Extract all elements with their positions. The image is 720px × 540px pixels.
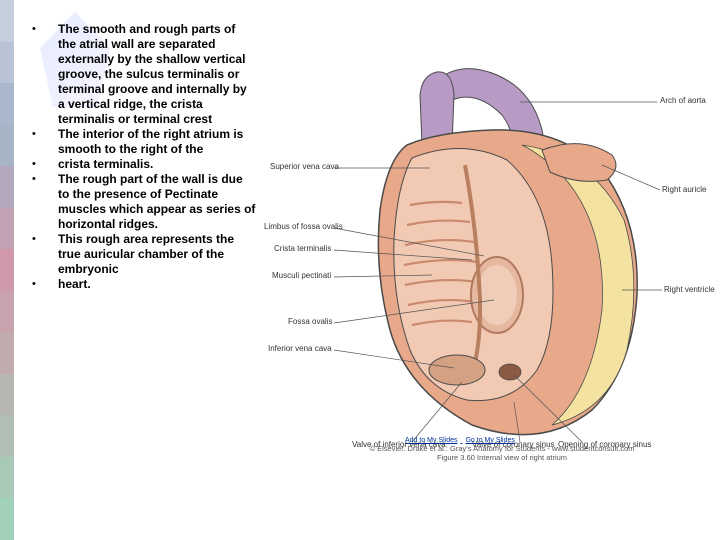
strip-segment bbox=[0, 291, 14, 333]
strip-segment bbox=[0, 457, 14, 499]
link-go[interactable]: Go to My Slides bbox=[465, 437, 514, 444]
decorative-color-strip bbox=[0, 0, 14, 540]
bullet-text: This rough area represents the true auri… bbox=[58, 232, 256, 277]
strip-segment bbox=[0, 415, 14, 457]
bullet-text: The smooth and rough parts of the atrial… bbox=[58, 22, 256, 127]
strip-segment bbox=[0, 374, 14, 416]
bullet-marker: • bbox=[32, 127, 58, 157]
bullet-item: •This rough area represents the true aur… bbox=[32, 232, 256, 277]
text-column: •The smooth and rough parts of the atria… bbox=[14, 0, 262, 540]
strip-segment bbox=[0, 125, 14, 167]
strip-segment bbox=[0, 83, 14, 125]
strip-segment bbox=[0, 498, 14, 540]
bullet-text: heart. bbox=[58, 277, 256, 292]
strip-segment bbox=[0, 208, 14, 250]
strip-segment bbox=[0, 249, 14, 291]
bullet-marker: • bbox=[32, 22, 58, 127]
copyright-line: © Elsevier. Drake et al.: Gray's Anatomy… bbox=[322, 444, 682, 453]
link-add[interactable]: Add to My Slides bbox=[405, 437, 458, 444]
bullet-marker: • bbox=[32, 232, 58, 277]
label-arch-aorta: Arch of aorta bbox=[660, 96, 706, 105]
strip-segment bbox=[0, 0, 14, 42]
figure-caption: © Elsevier. Drake et al.: Gray's Anatomy… bbox=[322, 444, 682, 462]
bullet-marker: • bbox=[32, 277, 58, 292]
image-column: Superior vena cava Limbus of fossa ovali… bbox=[262, 0, 720, 540]
strip-segment bbox=[0, 332, 14, 374]
label-limbus: Limbus of fossa ovalis bbox=[264, 222, 343, 231]
bullet-text: crista terminalis. bbox=[58, 157, 256, 172]
slide-body: •The smooth and rough parts of the atria… bbox=[14, 0, 720, 540]
label-right-ventricle: Right ventricle bbox=[664, 285, 715, 294]
bullet-item: •The smooth and rough parts of the atria… bbox=[32, 22, 256, 127]
bullet-item: •The interior of the right atrium is smo… bbox=[32, 127, 256, 157]
label-crista: Crista terminalis bbox=[274, 244, 331, 253]
slide-links: Add to My Slides Go to My Slides bbox=[402, 437, 518, 444]
bullet-item: •The rough part of the wall is due to th… bbox=[32, 172, 256, 232]
bullet-marker: • bbox=[32, 172, 58, 232]
bullet-text: The interior of the right atrium is smoo… bbox=[58, 127, 256, 157]
label-pectinati: Musculi pectinati bbox=[272, 271, 331, 280]
label-ivc: Inferior vena cava bbox=[268, 344, 332, 353]
coronary-sinus-opening bbox=[499, 364, 521, 380]
ivc-opening bbox=[429, 355, 485, 385]
bullet-list: •The smooth and rough parts of the atria… bbox=[32, 22, 256, 292]
bullet-marker: • bbox=[32, 157, 58, 172]
heart-svg bbox=[262, 50, 702, 490]
label-right-auricle: Right auricle bbox=[662, 185, 706, 194]
heart-anatomy-figure: Superior vena cava Limbus of fossa ovali… bbox=[262, 50, 702, 490]
strip-segment bbox=[0, 42, 14, 84]
bullet-item: •crista terminalis. bbox=[32, 157, 256, 172]
figure-number: Figure 3.60 Internal view of right atriu… bbox=[322, 453, 682, 462]
label-svc: Superior vena cava bbox=[270, 162, 339, 171]
strip-segment bbox=[0, 166, 14, 208]
bullet-text: The rough part of the wall is due to the… bbox=[58, 172, 256, 232]
fossa-ovalis-inner bbox=[477, 265, 517, 325]
bullet-item: •heart. bbox=[32, 277, 256, 292]
label-fossa: Fossa ovalis bbox=[288, 317, 332, 326]
